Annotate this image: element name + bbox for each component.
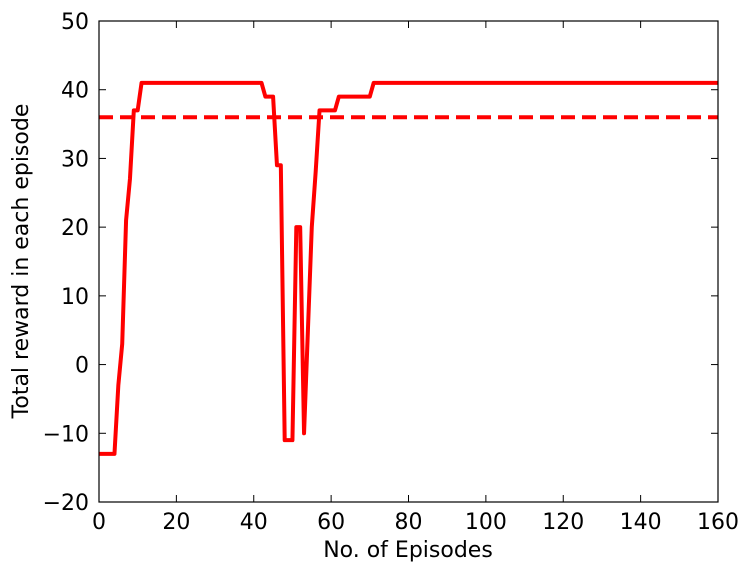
x-tick-label: 40 — [240, 510, 268, 535]
x-tick-label: 120 — [542, 510, 584, 535]
x-tick-label: 60 — [317, 510, 345, 535]
y-tick-label: 10 — [61, 285, 89, 310]
y-tick-label: 50 — [61, 10, 89, 35]
x-tick-label: 20 — [162, 510, 190, 535]
x-tick-label: 0 — [92, 510, 106, 535]
y-tick-label: −10 — [43, 422, 89, 447]
tick-layer: 0 20 40 60 80 100 120 140 160 −20 −10 0 10 20 30 40 50 — [43, 10, 739, 535]
y-tick-label: 40 — [61, 79, 89, 104]
x-axis-label: No. of Episodes — [323, 538, 493, 563]
y-axis-label: Total reward in each episode — [9, 104, 34, 420]
x-tick-label: 160 — [697, 510, 739, 535]
y-tick-label: 30 — [61, 147, 89, 172]
x-tick-label: 80 — [395, 510, 423, 535]
x-tick-label: 140 — [620, 510, 662, 535]
series-layer — [99, 80, 718, 456]
x-tick-label: 100 — [465, 510, 507, 535]
y-tick-label: 20 — [61, 216, 89, 241]
y-tick-label: 0 — [75, 354, 89, 379]
plot-area — [99, 21, 718, 502]
series-line-solid — [99, 80, 718, 456]
y-tick-label: −20 — [43, 491, 89, 516]
